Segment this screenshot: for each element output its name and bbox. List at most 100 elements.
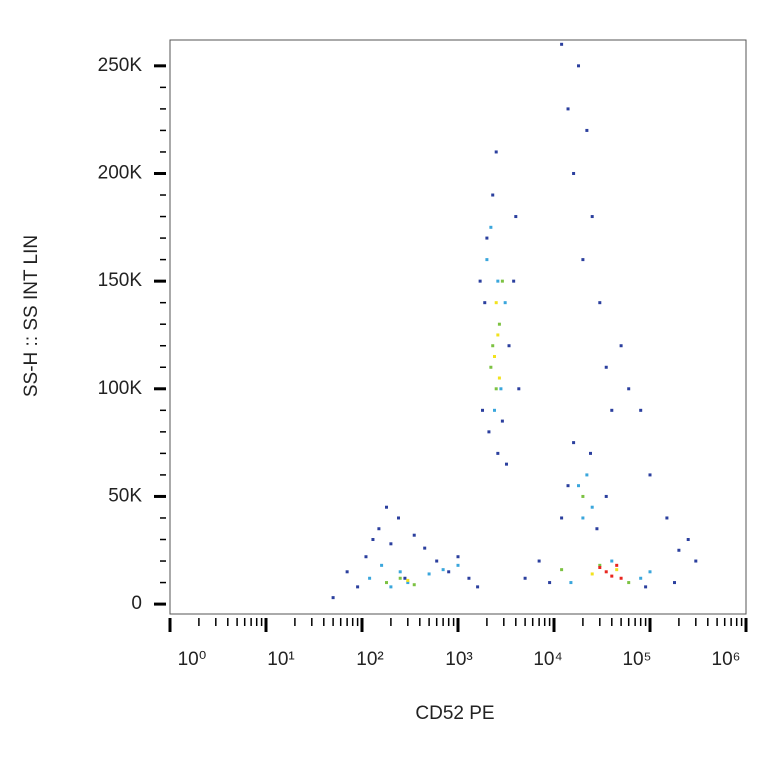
point	[500, 279, 504, 283]
point	[397, 516, 401, 520]
y-tick-label: 200K	[98, 163, 143, 184]
x-tick-label: 10⁴	[533, 649, 562, 670]
x-axis-label: CD52 PE	[415, 703, 494, 724]
point	[512, 279, 516, 283]
point	[500, 419, 504, 423]
point	[686, 538, 690, 542]
point	[604, 365, 608, 369]
point	[595, 527, 599, 531]
point	[467, 576, 471, 580]
point	[537, 559, 541, 563]
point	[598, 563, 602, 567]
point	[345, 570, 349, 574]
point	[406, 578, 410, 582]
point	[581, 494, 585, 498]
point	[648, 570, 652, 574]
point	[398, 576, 402, 580]
point	[615, 568, 619, 572]
point	[377, 527, 381, 531]
point	[487, 430, 491, 434]
point	[566, 107, 570, 111]
point	[364, 555, 368, 559]
point	[478, 279, 482, 283]
point	[566, 484, 570, 488]
point	[517, 387, 521, 391]
x-tick-label: 10¹	[267, 649, 294, 670]
point	[412, 533, 416, 537]
point	[412, 583, 416, 587]
point	[615, 563, 619, 567]
point	[514, 215, 518, 219]
point	[648, 473, 652, 477]
point	[456, 555, 460, 559]
point	[598, 301, 602, 305]
point	[406, 581, 410, 585]
point	[610, 559, 614, 563]
point	[389, 585, 393, 589]
point	[494, 150, 498, 154]
point	[610, 408, 614, 412]
point	[503, 301, 507, 305]
point	[627, 387, 631, 391]
point	[604, 494, 608, 498]
point	[483, 301, 487, 305]
point	[485, 258, 489, 262]
point	[610, 574, 614, 578]
point	[598, 565, 602, 569]
point	[496, 333, 500, 337]
point	[585, 128, 589, 132]
point	[590, 572, 594, 576]
x-tick-label: 10²	[356, 649, 383, 670]
point	[389, 542, 393, 546]
point	[481, 408, 485, 412]
y-axis-label: SS-H :: SS INT LIN	[21, 235, 42, 397]
point	[577, 64, 581, 68]
point	[560, 568, 564, 572]
point	[491, 344, 495, 348]
point	[497, 322, 501, 326]
point	[604, 570, 608, 574]
plot-frame	[169, 39, 747, 615]
point	[673, 581, 677, 585]
point	[523, 576, 527, 580]
point	[493, 354, 497, 358]
point	[494, 387, 498, 391]
point	[441, 568, 445, 572]
x-tick-label: 10⁶	[712, 649, 741, 670]
point	[456, 563, 460, 567]
point	[560, 516, 564, 520]
point	[572, 171, 576, 175]
point	[423, 546, 427, 550]
point	[590, 215, 594, 219]
point	[665, 516, 669, 520]
point	[493, 408, 497, 412]
point	[639, 408, 643, 412]
y-tick-label: 150K	[98, 270, 143, 291]
point	[356, 585, 360, 589]
y-tick-label: 250K	[98, 55, 143, 76]
point	[489, 365, 493, 369]
point	[476, 585, 480, 589]
point	[499, 387, 503, 391]
point	[644, 585, 648, 589]
y-tick-label: 50K	[108, 485, 142, 506]
point	[572, 441, 576, 445]
x-tick-label: 10⁰	[178, 649, 207, 670]
point	[427, 572, 431, 576]
point	[581, 258, 585, 262]
point	[496, 279, 500, 283]
point	[627, 581, 631, 585]
point	[496, 451, 500, 455]
point	[435, 559, 439, 563]
point	[619, 576, 623, 580]
point	[385, 505, 389, 509]
point	[581, 516, 585, 520]
point	[548, 581, 552, 585]
point	[577, 484, 581, 488]
point	[507, 344, 511, 348]
point	[590, 505, 594, 509]
point	[368, 576, 372, 580]
point	[497, 376, 501, 380]
point	[398, 570, 402, 574]
